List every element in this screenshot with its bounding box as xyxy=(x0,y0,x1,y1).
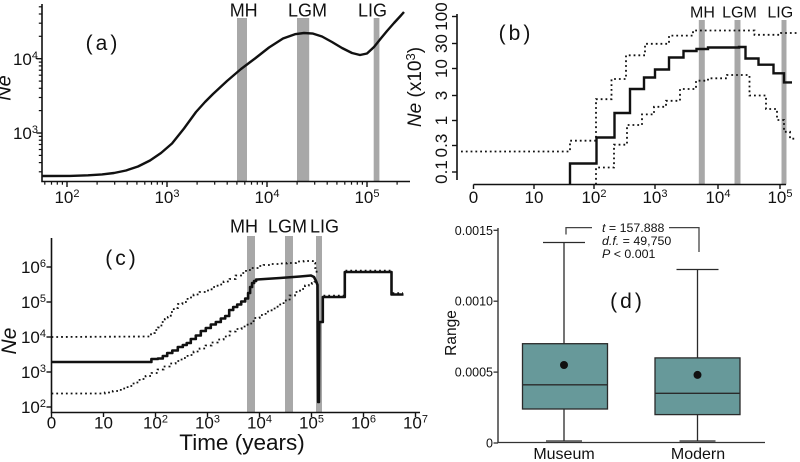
svg-text:Ne: Ne xyxy=(0,75,16,101)
svg-text:105: 105 xyxy=(354,188,379,207)
svg-text:10: 10 xyxy=(525,188,544,207)
svg-text:0.0015: 0.0015 xyxy=(455,224,493,238)
svg-text:d.f. = 49,750: d.f. = 49,750 xyxy=(602,234,671,248)
svg-text:104: 104 xyxy=(21,328,46,347)
svg-text:0.1: 0.1 xyxy=(432,160,451,184)
svg-text:103: 103 xyxy=(13,124,38,143)
svg-text:3: 3 xyxy=(432,91,451,100)
svg-text:100: 100 xyxy=(432,2,451,30)
svg-text:102: 102 xyxy=(581,188,606,207)
svg-text:0: 0 xyxy=(469,188,478,207)
svg-text:MH: MH xyxy=(230,1,258,21)
svg-text:10: 10 xyxy=(432,59,451,78)
svg-text:P < 0.001: P < 0.001 xyxy=(602,247,656,261)
svg-text:0.3: 0.3 xyxy=(432,134,451,158)
svg-text:102: 102 xyxy=(21,398,46,417)
svg-text:Ne: Ne xyxy=(0,328,21,355)
svg-text:102: 102 xyxy=(143,414,168,433)
svg-text:0: 0 xyxy=(47,414,56,433)
svg-text:Ne (x103): Ne (x103) xyxy=(403,47,426,127)
svg-text:(c): (c) xyxy=(105,247,139,270)
svg-text:LIG: LIG xyxy=(358,1,387,21)
svg-text:104: 104 xyxy=(705,188,730,207)
svg-text:103: 103 xyxy=(642,188,667,207)
svg-text:Time (years): Time (years) xyxy=(179,430,304,455)
svg-text:LGM: LGM xyxy=(268,217,307,237)
svg-text:1: 1 xyxy=(432,116,451,125)
svg-text:0.0010: 0.0010 xyxy=(455,295,493,309)
svg-text:105: 105 xyxy=(21,293,46,312)
svg-text:(b): (b) xyxy=(499,22,534,45)
svg-text:104: 104 xyxy=(247,414,272,433)
svg-text:103: 103 xyxy=(195,414,220,433)
svg-text:104: 104 xyxy=(13,50,38,69)
svg-text:104: 104 xyxy=(254,188,279,207)
svg-text:103: 103 xyxy=(154,188,179,207)
svg-text:LGM: LGM xyxy=(722,5,757,22)
svg-text:105: 105 xyxy=(767,188,792,207)
svg-text:106: 106 xyxy=(21,258,46,277)
svg-text:0: 0 xyxy=(486,437,493,451)
svg-text:MH: MH xyxy=(690,5,715,22)
svg-text:t = 157.888: t = 157.888 xyxy=(602,221,664,235)
svg-text:105: 105 xyxy=(299,414,324,433)
svg-text:(a): (a) xyxy=(86,32,121,55)
svg-text:Modern: Modern xyxy=(671,446,725,462)
svg-text:0.0005: 0.0005 xyxy=(455,366,493,380)
svg-text:MH: MH xyxy=(230,217,258,237)
svg-text:Range: Range xyxy=(443,310,460,356)
svg-text:LGM: LGM xyxy=(288,1,327,21)
svg-text:106: 106 xyxy=(351,414,376,433)
svg-text:LIG: LIG xyxy=(767,5,793,22)
svg-text:10: 10 xyxy=(94,414,113,433)
svg-text:LIG: LIG xyxy=(310,217,339,237)
svg-text:103: 103 xyxy=(21,363,46,382)
svg-text:Museum: Museum xyxy=(533,446,594,462)
svg-text:(d): (d) xyxy=(610,290,645,313)
svg-text:107: 107 xyxy=(403,414,428,433)
svg-text:30: 30 xyxy=(432,34,451,53)
svg-text:102: 102 xyxy=(54,188,79,207)
